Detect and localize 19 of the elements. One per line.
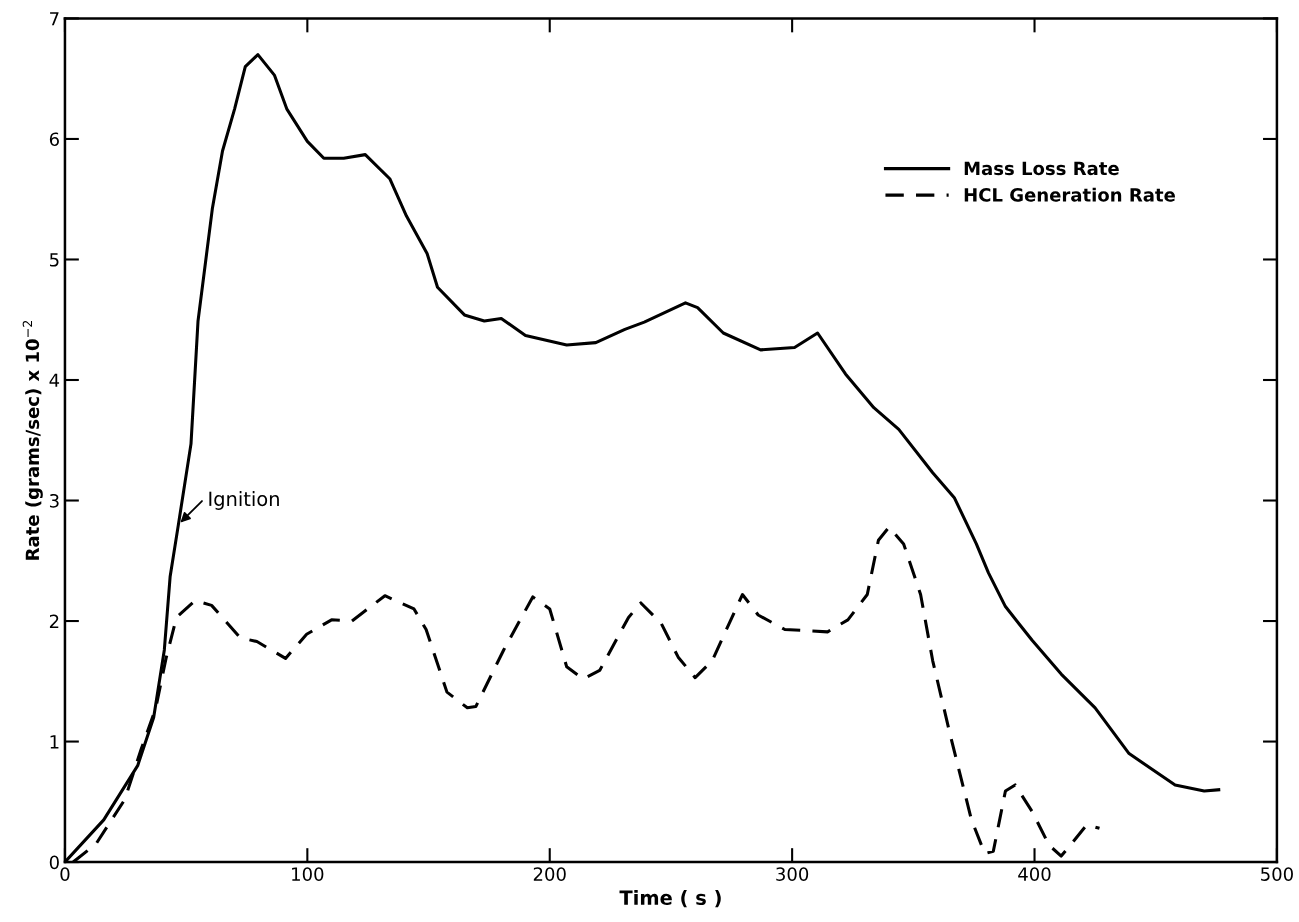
y-tick-label: 1 bbox=[50, 735, 59, 749]
y-axis-title: Rate (grams/sec) x 10$^{−2}$ bbox=[22, 320, 43, 560]
y-tick-label: 4 bbox=[49, 373, 60, 387]
x-tick-label: 300 bbox=[776, 867, 809, 881]
y-tick-label: 2 bbox=[49, 614, 59, 628]
y-tick-label: 7 bbox=[50, 12, 59, 26]
legend-label: Mass Loss Rate bbox=[964, 161, 1119, 176]
y-tick-label: 6 bbox=[49, 132, 59, 147]
x-tick-label: 200 bbox=[533, 867, 566, 881]
x-tick-label: 500 bbox=[1261, 867, 1293, 881]
x-tick-label: 400 bbox=[1018, 867, 1051, 881]
legend-label: HCL Generation Rate bbox=[964, 187, 1175, 202]
y-tick-label: 5 bbox=[49, 253, 59, 267]
x-tick-label: 100 bbox=[292, 867, 324, 881]
y-tick-label: 0 bbox=[49, 855, 59, 870]
x-axis-title: Time ( s ) bbox=[619, 889, 721, 908]
y-tick-label: 3 bbox=[49, 493, 59, 508]
x-tick-label: 0 bbox=[60, 867, 70, 881]
annotation: Ignition bbox=[209, 491, 279, 510]
